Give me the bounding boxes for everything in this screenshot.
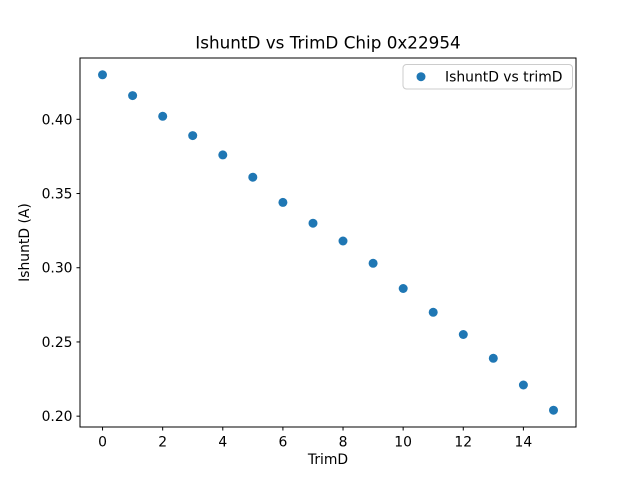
y-axis-ticks: 0.20 0.25 0.30 0.35 0.40 xyxy=(42,112,80,425)
data-point xyxy=(549,405,558,415)
y-tick-label: 0.35 xyxy=(42,187,73,203)
data-point xyxy=(518,380,528,390)
data-point xyxy=(308,218,318,228)
x-axis-label: TrimD xyxy=(307,452,348,468)
legend: IshuntD vs trimD xyxy=(402,64,573,90)
legend-box xyxy=(402,64,573,90)
y-tick-label: 0.30 xyxy=(42,261,73,277)
data-point xyxy=(128,91,138,101)
data-point xyxy=(278,197,288,207)
y-tick-label: 0.20 xyxy=(42,409,73,425)
data-point xyxy=(158,111,168,121)
data-point xyxy=(218,150,228,160)
x-tick-label: 0 xyxy=(98,435,107,451)
y-axis-label: IshuntD (A) xyxy=(17,203,33,282)
legend-marker-icon xyxy=(416,72,426,82)
data-point xyxy=(338,236,348,246)
data-point xyxy=(368,258,378,268)
y-tick-label: 0.25 xyxy=(42,335,73,351)
x-tick-label: 12 xyxy=(454,435,472,451)
x-tick-label: 10 xyxy=(394,435,412,451)
data-point xyxy=(188,131,198,141)
x-axis-ticks: 0 2 4 6 8 10 12 14 xyxy=(98,427,532,451)
y-tick-label: 0.40 xyxy=(42,112,73,128)
x-tick-label: 2 xyxy=(158,435,167,451)
legend-label: IshuntD vs trimD xyxy=(445,70,562,86)
x-tick-label: 8 xyxy=(339,435,348,451)
x-tick-label: 6 xyxy=(278,435,287,451)
data-point xyxy=(458,330,468,339)
plot-area-border xyxy=(79,57,577,428)
data-points xyxy=(98,70,558,415)
x-tick-label: 4 xyxy=(218,435,227,451)
x-tick-label: 14 xyxy=(515,435,533,451)
data-point xyxy=(428,307,438,317)
data-point xyxy=(98,70,107,80)
data-point xyxy=(248,172,258,182)
data-point xyxy=(488,353,498,363)
data-point xyxy=(398,284,408,293)
chart-title: IshuntD vs TrimD Chip 0x22954 xyxy=(195,33,460,53)
